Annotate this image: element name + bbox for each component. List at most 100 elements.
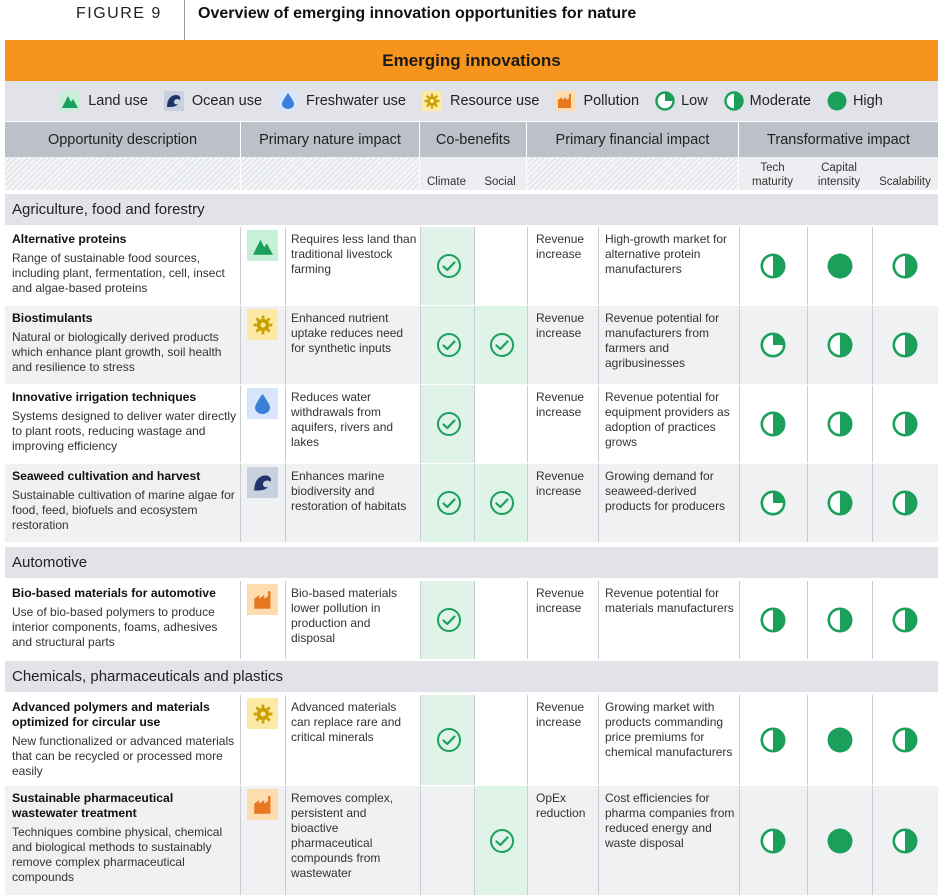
column-divider (285, 306, 286, 384)
tech-maturity-moderate-icon (760, 253, 786, 279)
column-divider (474, 227, 475, 305)
opportunity-name: Bio-based materials for automotive (12, 586, 216, 600)
column-header-transformative: Transformative impact (739, 122, 938, 157)
table-row: Innovative irrigation techniques Systems … (5, 385, 938, 463)
column-divider (527, 227, 528, 305)
column-divider (527, 385, 528, 463)
moderate-indicator-icon (723, 91, 744, 111)
opportunity-name: Advanced polymers and materials optimize… (12, 700, 210, 729)
legend-pollution-label: Pollution (583, 93, 640, 109)
scalability-moderate-icon (892, 411, 918, 437)
legend-moderate: Moderate (723, 91, 811, 111)
column-divider (285, 227, 286, 305)
legend: Land use Ocean use Freshwater use Resour… (5, 81, 938, 121)
subheader-cobenefits (420, 157, 526, 190)
section-agriculture: Agriculture, food and forestry (5, 194, 938, 225)
capital-intensity-moderate-icon (827, 607, 853, 633)
financial-impact-text: Revenue potential for materials manufact… (605, 586, 734, 615)
legend-high: High (827, 91, 883, 111)
figure-title: Overview of emerging innovation opportun… (198, 5, 637, 22)
table-row: Advanced polymers and materials optimize… (5, 695, 938, 785)
social-check-icon (489, 490, 515, 516)
column-divider (285, 581, 286, 659)
opportunity-cell: Seaweed cultivation and harvest Sustainab… (12, 469, 237, 533)
column-divider (739, 786, 740, 895)
pollution-icon (555, 91, 576, 111)
social-check-icon (489, 332, 515, 358)
opportunity-name: Alternative proteins (12, 232, 127, 246)
column-header-financial: Primary financial impact (527, 122, 738, 157)
climate-check-icon (436, 332, 462, 358)
table-row: Seaweed cultivation and harvest Sustainab… (5, 464, 938, 542)
climate-cell-highlight (420, 695, 474, 785)
column-header-cobenefits: Co-benefits (420, 122, 526, 157)
column-divider (598, 464, 599, 542)
opportunity-description: Techniques combine physical, chemical an… (12, 825, 223, 884)
climate-check-icon (436, 490, 462, 516)
capital-intensity-high-icon (827, 828, 853, 854)
nature-impact-text: Removes complex, persistent and bioactiv… (291, 791, 394, 880)
opportunity-cell: Alternative proteins Range of sustainable… (12, 232, 237, 296)
opportunity-cell: Bio-based materials for automotive Use of… (12, 586, 237, 650)
financial-impact-type: Revenue increase (536, 586, 585, 615)
legend-land-use: Land use (60, 91, 148, 111)
scalability-moderate-icon (892, 490, 918, 516)
climate-cell-highlight (420, 385, 474, 463)
opportunity-name: Seaweed cultivation and harvest (12, 469, 201, 483)
freshwater-use-icon (278, 91, 299, 111)
subheader-tech-maturity: Tech maturity (752, 162, 793, 188)
column-divider (872, 227, 873, 305)
financial-impact-type: Revenue increase (536, 390, 585, 419)
column-divider (598, 695, 599, 785)
column-divider (474, 306, 475, 384)
opportunity-description: Sustainable cultivation of marine algae … (12, 488, 235, 532)
social-check-icon (489, 828, 515, 854)
opportunity-cell: Biostimulants Natural or biologically der… (12, 311, 237, 375)
column-divider (527, 695, 528, 785)
financial-impact-text: Revenue potential for equipment provider… (605, 390, 730, 449)
capital-intensity-high-icon (827, 253, 853, 279)
capital-intensity-moderate-icon (827, 332, 853, 358)
financial-impact-type: Revenue increase (536, 700, 585, 729)
column-divider (474, 581, 475, 659)
column-divider (420, 464, 421, 542)
nature-impact-text: Enhanced nutrient uptake reduces need fo… (291, 311, 404, 355)
nature-impact-text: Requires less land than traditional live… (291, 232, 417, 276)
climate-check-icon (436, 253, 462, 279)
legend-ocean-use: Ocean use (163, 91, 262, 111)
column-divider (739, 385, 740, 463)
opportunity-name: Sustainable pharmaceutical wastewater tr… (12, 791, 174, 820)
column-divider (527, 464, 528, 542)
legend-resource-use-label: Resource use (449, 93, 540, 109)
opportunity-description: Systems designed to deliver water direct… (12, 409, 237, 453)
column-divider (527, 786, 528, 895)
financial-impact-type: Revenue increase (536, 311, 585, 340)
scalability-moderate-icon (892, 332, 918, 358)
figure-header: FIGURE 9 Overview of emerging innovation… (0, 0, 943, 40)
column-divider (285, 385, 286, 463)
climate-check-icon (436, 607, 462, 633)
scalability-moderate-icon (892, 607, 918, 633)
column-divider (807, 306, 808, 384)
financial-impact-text: Growing market with products commanding … (605, 700, 733, 759)
opportunity-description: Range of sustainable food sources, inclu… (12, 251, 225, 295)
column-divider (598, 385, 599, 463)
column-divider (807, 695, 808, 785)
legend-pollution: Pollution (555, 91, 639, 111)
table-row: Alternative proteins Range of sustainable… (5, 227, 938, 305)
column-divider (240, 786, 241, 895)
opportunity-cell: Sustainable pharmaceutical wastewater tr… (12, 791, 237, 885)
financial-impact-text: Cost efficiencies for pharma companies f… (605, 791, 735, 850)
climate-cell-highlight (420, 306, 474, 384)
land-use-icon (247, 230, 278, 261)
subheader-transformative (739, 157, 938, 190)
legend-freshwater-use-label: Freshwater use (306, 93, 406, 109)
nature-impact-text: Reduces water withdrawals from aquifers,… (291, 390, 394, 449)
legend-freshwater-use: Freshwater use (278, 91, 406, 111)
column-divider (420, 581, 421, 659)
column-divider (807, 464, 808, 542)
column-divider (739, 581, 740, 659)
climate-cell-highlight (420, 581, 474, 659)
financial-impact-type: Revenue increase (536, 469, 585, 498)
pollution-icon (247, 789, 278, 820)
